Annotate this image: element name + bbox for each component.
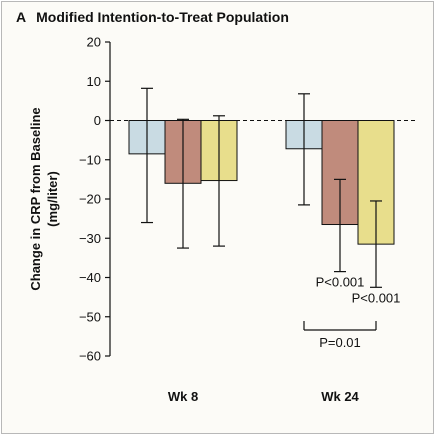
y-tick-label: 20 xyxy=(87,35,101,50)
p-value-label: P<0.001 xyxy=(316,275,365,290)
panel-letter: A xyxy=(16,9,27,25)
panel-title: A Modified Intention-to-Treat Population xyxy=(16,9,289,25)
x-category-label: Wk 24 xyxy=(321,389,359,404)
y-axis-title-unit: (mg/liter) xyxy=(45,171,60,227)
y-tick-label: −20 xyxy=(79,192,101,207)
y-tick-label: −30 xyxy=(79,231,101,246)
y-tick-label: 10 xyxy=(87,74,101,89)
y-tick-label: −60 xyxy=(79,349,101,364)
p-value-label: P<0.001 xyxy=(352,290,401,305)
y-axis-title: Change in CRP from Baseline xyxy=(28,107,43,290)
panel-title-text: Modified Intention-to-Treat Population xyxy=(36,9,289,25)
x-category-label: Wk 8 xyxy=(168,389,198,404)
bracket-p-value: P=0.01 xyxy=(319,335,361,350)
y-tick-label: −40 xyxy=(79,270,101,285)
y-tick-label: −10 xyxy=(79,152,101,167)
y-tick-label: 0 xyxy=(94,113,101,128)
y-tick-label: −50 xyxy=(79,309,101,324)
